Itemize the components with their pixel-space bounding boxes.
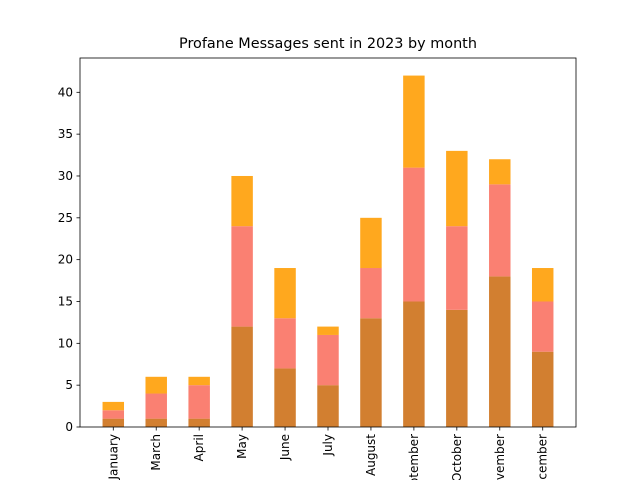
x-tick-label: January <box>106 434 120 480</box>
y-tick-label: 30 <box>58 169 73 183</box>
x-tick-label: September <box>407 434 421 480</box>
bar-segment <box>231 175 253 227</box>
bar-segment <box>446 309 468 427</box>
bar-segment <box>102 401 125 411</box>
x-tick-label: June <box>278 434 292 461</box>
x-tick-label: May <box>235 434 249 459</box>
bar-segment <box>403 301 425 427</box>
y-tick-label: 20 <box>58 253 73 267</box>
bar-segment <box>231 326 253 427</box>
bar-segment <box>446 150 468 227</box>
x-tick-label: April <box>192 434 206 461</box>
bar-segment <box>102 418 125 427</box>
y-tick-label: 40 <box>58 85 73 99</box>
bar-segment <box>317 334 339 386</box>
bar-segment <box>403 167 425 302</box>
bar-segment <box>274 268 296 319</box>
x-tick-label: November <box>493 434 507 480</box>
bar-segment <box>102 410 125 419</box>
x-tick-label: March <box>149 434 163 471</box>
bar-segment <box>403 75 425 168</box>
chart-title: Profane Messages sent in 2023 by month <box>179 36 477 52</box>
bar-segment <box>489 184 511 277</box>
y-tick-label: 25 <box>58 211 73 225</box>
x-tick-label: December <box>536 434 550 480</box>
bar-segment <box>145 418 167 427</box>
y-tick-label: 5 <box>65 378 73 392</box>
bar-segment <box>274 318 296 369</box>
bar-segment <box>531 351 554 427</box>
y-tick-label: 35 <box>58 127 73 141</box>
x-tick-label: August <box>364 434 378 476</box>
bar-segment <box>531 268 554 302</box>
bar-segment <box>145 376 167 394</box>
bar-segment <box>489 159 511 185</box>
x-tick-label: July <box>321 434 335 457</box>
bar-segment <box>188 376 210 386</box>
bar-segment <box>446 226 468 310</box>
bar-segment <box>531 301 554 352</box>
bar-segment <box>231 226 253 327</box>
bar-segment <box>317 326 339 335</box>
bar-segment <box>188 385 210 419</box>
bar-segment <box>317 385 339 427</box>
bar-segment <box>145 393 167 419</box>
bar-segment <box>360 268 382 319</box>
bar-segment <box>360 318 382 427</box>
bar-segment <box>274 368 296 427</box>
bar-segment <box>188 418 210 427</box>
x-tick-label: October <box>450 434 464 480</box>
y-tick-label: 0 <box>65 420 73 434</box>
y-tick-label: 15 <box>58 294 73 308</box>
bar-segment <box>489 276 511 427</box>
y-tick-label: 10 <box>58 336 73 350</box>
bar-segment <box>360 217 382 269</box>
